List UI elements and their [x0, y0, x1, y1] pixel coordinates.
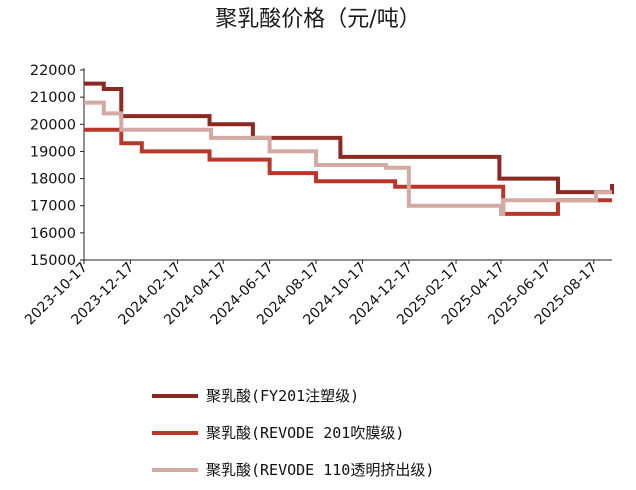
series-line-2	[84, 127, 612, 216]
chart-title: 聚乳酸价格（元/吨）	[215, 7, 420, 32]
y-tick-label: 19000	[30, 144, 76, 160]
y-tick-label: 21000	[30, 90, 76, 106]
y-tick-label: 17000	[30, 199, 76, 215]
series-line-3	[84, 100, 612, 216]
y-tick-label: 22000	[30, 63, 76, 79]
legend-label-2: 聚乳酸(REVODE 201吹膜级)	[206, 424, 404, 442]
y-tick-label: 20000	[30, 117, 76, 133]
y-tick-label: 16000	[30, 226, 76, 242]
series-line-1	[84, 81, 614, 195]
y-tick-label: 18000	[30, 172, 76, 188]
legend-label-1: 聚乳酸(FY201注塑级)	[206, 387, 359, 405]
legend-label-3: 聚乳酸(REVODE 110透明挤出级)	[206, 461, 434, 479]
y-tick-label: 15000	[30, 253, 76, 269]
